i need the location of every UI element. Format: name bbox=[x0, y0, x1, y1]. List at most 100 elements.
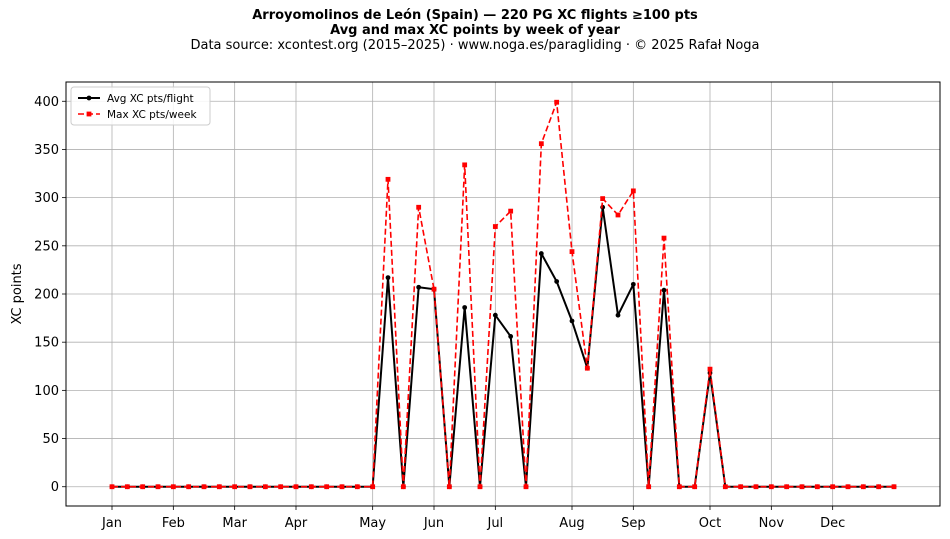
legend-box bbox=[70, 86, 211, 126]
chart-titles: Arroyomolinos de León (Spain) — 220 PG X… bbox=[0, 8, 950, 54]
max-point bbox=[477, 484, 483, 490]
max-point bbox=[738, 484, 744, 490]
max-point bbox=[293, 484, 299, 490]
x-tick-label: Dec bbox=[820, 516, 845, 531]
max-point bbox=[584, 365, 590, 371]
max-point bbox=[845, 484, 851, 490]
x-tick-label: Sep bbox=[621, 516, 646, 531]
avg-point bbox=[462, 305, 468, 310]
max-point bbox=[385, 176, 391, 182]
max-point bbox=[324, 484, 330, 490]
chart-subtitle: Avg and max XC points by week of year bbox=[330, 23, 620, 38]
y-tick-label: 350 bbox=[34, 143, 59, 158]
x-tick-label: Apr bbox=[285, 516, 308, 531]
x-tick-label: Nov bbox=[759, 516, 785, 531]
y-tick-label: 300 bbox=[34, 191, 59, 206]
series-line-max bbox=[112, 101, 894, 488]
avg-point bbox=[492, 312, 498, 318]
y-tick-label: 150 bbox=[34, 336, 59, 351]
max-point bbox=[676, 484, 682, 490]
max-point bbox=[278, 484, 284, 490]
max-point bbox=[554, 99, 560, 105]
x-tick-label: Feb bbox=[162, 516, 185, 531]
max-point bbox=[140, 484, 146, 490]
max-point bbox=[722, 484, 728, 490]
max-point bbox=[170, 484, 176, 490]
max-point bbox=[416, 204, 422, 210]
max-point bbox=[492, 224, 498, 229]
x-axis: Jan Feb Mar Apr May Jun Jul Aug Sep Oct Nov Dec bbox=[101, 506, 845, 531]
series-line-avg bbox=[112, 206, 894, 488]
max-point bbox=[860, 484, 866, 490]
max-point bbox=[431, 286, 437, 292]
y-tick-label: 0 bbox=[51, 480, 59, 495]
max-point bbox=[308, 484, 314, 490]
avg-point bbox=[554, 279, 560, 284]
max-point bbox=[446, 484, 452, 490]
x-tick-label: Oct bbox=[699, 516, 721, 531]
max-point bbox=[891, 484, 897, 490]
y-axis-label: XC points bbox=[10, 263, 25, 324]
max-point bbox=[523, 484, 529, 490]
legend: Avg XC pts/flight Max XC pts/week bbox=[70, 86, 211, 126]
x-tick-label: Jul bbox=[486, 516, 503, 531]
legend-marker bbox=[86, 95, 92, 101]
max-point bbox=[692, 484, 698, 490]
legend-label: Avg XC pts/flight bbox=[107, 93, 194, 105]
avg-point bbox=[416, 284, 422, 290]
y-axis: 0 50 100 150 200 250 300 350 400 bbox=[34, 95, 66, 495]
max-point bbox=[508, 208, 514, 214]
avg-point bbox=[508, 334, 514, 339]
max-point bbox=[216, 484, 222, 490]
max-point bbox=[538, 141, 544, 147]
y-tick-label: 400 bbox=[34, 95, 59, 110]
max-point bbox=[615, 212, 621, 218]
max-point bbox=[784, 484, 790, 490]
series-layer bbox=[109, 99, 897, 490]
max-point bbox=[247, 484, 253, 490]
avg-point bbox=[385, 275, 391, 281]
x-tick-label: Mar bbox=[222, 516, 247, 531]
avg-point bbox=[615, 312, 621, 318]
legend-label: Max XC pts/week bbox=[107, 109, 197, 121]
max-point bbox=[354, 484, 360, 490]
x-tick-label: Aug bbox=[559, 516, 584, 531]
max-point bbox=[232, 484, 238, 490]
max-point bbox=[155, 484, 161, 490]
max-point bbox=[462, 162, 468, 168]
y-tick-label: 250 bbox=[34, 239, 59, 254]
avg-point bbox=[630, 281, 636, 287]
max-point bbox=[707, 366, 713, 372]
x-tick-label: Jan bbox=[101, 516, 122, 531]
max-point bbox=[661, 235, 667, 241]
y-tick-label: 50 bbox=[42, 432, 59, 447]
max-point bbox=[124, 484, 130, 490]
legend-marker bbox=[86, 111, 92, 117]
max-point bbox=[753, 484, 759, 490]
max-point bbox=[370, 484, 376, 490]
max-point bbox=[830, 484, 836, 490]
max-point bbox=[768, 484, 774, 490]
max-point bbox=[814, 484, 820, 490]
y-tick-label: 200 bbox=[34, 288, 59, 303]
max-point bbox=[876, 484, 882, 490]
x-tick-label: Jun bbox=[423, 516, 444, 531]
chart-title: Arroyomolinos de León (Spain) — 220 PG X… bbox=[252, 8, 698, 23]
max-point bbox=[799, 484, 805, 490]
avg-point bbox=[569, 318, 575, 324]
data-source-note: Data source: xcontest.org (2015–2025) · … bbox=[190, 38, 760, 53]
max-point bbox=[339, 484, 345, 490]
max-point bbox=[109, 484, 115, 490]
max-point bbox=[262, 484, 268, 490]
avg-point bbox=[538, 251, 544, 256]
max-point bbox=[400, 484, 406, 490]
y-tick-label: 100 bbox=[34, 384, 59, 399]
avg-point bbox=[661, 287, 667, 293]
grid-lines bbox=[66, 82, 940, 506]
x-tick-label: May bbox=[359, 516, 386, 531]
max-point bbox=[186, 484, 192, 490]
max-point bbox=[569, 249, 575, 254]
max-point bbox=[630, 188, 636, 194]
max-point bbox=[201, 484, 207, 490]
